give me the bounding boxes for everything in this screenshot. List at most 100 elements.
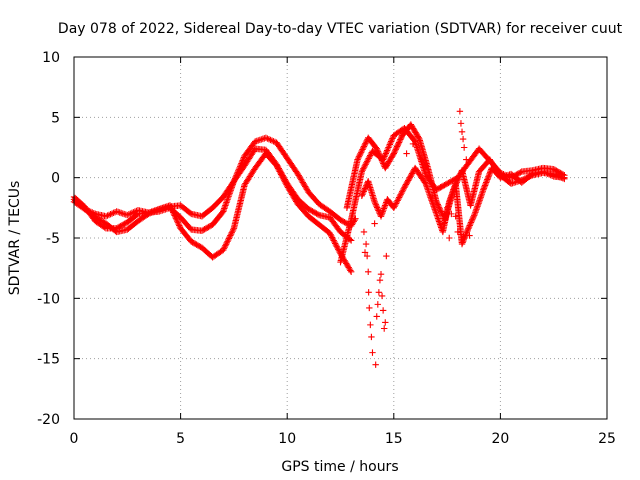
data-point [281,178,289,185]
data-point [381,325,388,332]
data-point [466,222,473,229]
data-point [436,205,443,212]
data-point [359,146,366,153]
data-point [360,228,368,236]
data-point [221,243,228,251]
data-point [421,179,429,186]
data-point [387,138,395,145]
data-point [371,198,378,205]
data-point [264,135,271,142]
data-point [224,238,231,245]
data-point [395,139,403,146]
data-point [385,144,392,151]
data-point [331,240,339,247]
data-point [361,141,368,149]
data-point [377,154,384,161]
data-point [539,168,547,175]
series-track-f [358,164,567,248]
data-point [361,185,369,192]
data-point [401,184,408,191]
data-point [107,211,114,218]
data-point [331,238,338,246]
data-point [332,241,340,249]
data-point [360,144,367,152]
data-point [395,140,402,147]
data-point [334,244,341,252]
data-point [367,321,374,329]
data-point [372,200,379,207]
data-point [383,147,391,154]
data-point [440,220,448,227]
data-point [470,212,478,219]
data-point [280,175,287,182]
data-point [127,210,134,217]
data-point [360,164,368,171]
data-point [561,174,568,181]
data-point [372,201,380,208]
data-point [517,169,524,176]
data-point [239,157,246,164]
data-point [463,156,470,163]
data-point [381,202,389,209]
data-point [408,171,415,179]
series-track-b [70,145,354,243]
x-axis-ticks: 0 5 10 15 20 25 [70,57,616,447]
data-point [415,134,422,141]
data-point [375,289,383,296]
data-point [464,227,471,235]
data-point [527,171,535,179]
data-point [355,153,363,160]
data-point [283,181,290,188]
y-tick-label: -5 [46,231,60,247]
data-point [392,200,400,207]
data-point [394,197,401,204]
data-point [378,210,386,217]
data-point [361,162,369,169]
data-point [167,203,174,211]
data-point [219,209,226,216]
data-point [362,240,370,248]
data-point [480,186,487,193]
series-track-c [70,150,354,274]
data-point [347,267,354,274]
data-point [220,246,227,254]
data-point [379,208,386,215]
x-axis-label: GPS time / hours [281,459,398,475]
data-point [422,162,429,169]
data-point [383,148,390,156]
data-point [145,210,152,218]
data-point [547,171,554,179]
data-point [388,136,396,144]
data-point [361,186,368,194]
data-point [174,217,181,225]
series-track-d [337,124,567,266]
data-point [176,222,183,229]
data-point [428,192,436,199]
data-point [409,140,417,148]
y-tick-label: 0 [51,171,60,187]
data-point [366,304,373,312]
data-point [405,175,413,183]
data-point [448,210,455,218]
data-point [396,137,403,145]
data-point [395,195,402,203]
data-point [395,194,403,201]
data-point [227,232,234,239]
data-point [279,174,286,181]
data-point [545,171,553,178]
data-point [397,191,404,198]
data-point [371,220,378,227]
x-tick-label: 15 [385,431,403,447]
data-point [364,156,372,164]
data-point [541,169,548,176]
data-point [460,144,468,151]
data-point [220,245,228,252]
data-point [222,241,230,248]
data-point [277,171,285,178]
data-point [104,212,111,219]
data-point [170,210,178,218]
data-point [225,235,233,242]
data-point [382,150,390,157]
data-point [166,202,174,209]
